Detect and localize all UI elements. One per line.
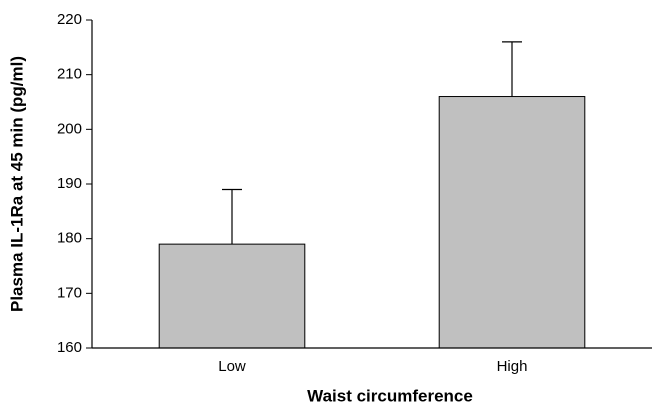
x-axis-title: Waist circumference [307, 386, 473, 405]
y-tick-label: 180 [57, 230, 82, 247]
y-tick-label: 160 [57, 339, 82, 356]
x-tick-label: High [497, 358, 528, 375]
y-tick-label: 200 [57, 120, 82, 137]
bar [438, 96, 586, 349]
y-tick-label: 210 [57, 66, 82, 83]
y-tick-label: 170 [57, 284, 82, 301]
y-tick-label: 190 [57, 175, 82, 192]
y-axis-title: Plasma IL-1Ra at 45 min (pg/ml) [7, 56, 26, 312]
x-tick-label: Low [218, 358, 246, 375]
y-tick-label: 220 [57, 11, 82, 28]
bar [158, 243, 306, 349]
